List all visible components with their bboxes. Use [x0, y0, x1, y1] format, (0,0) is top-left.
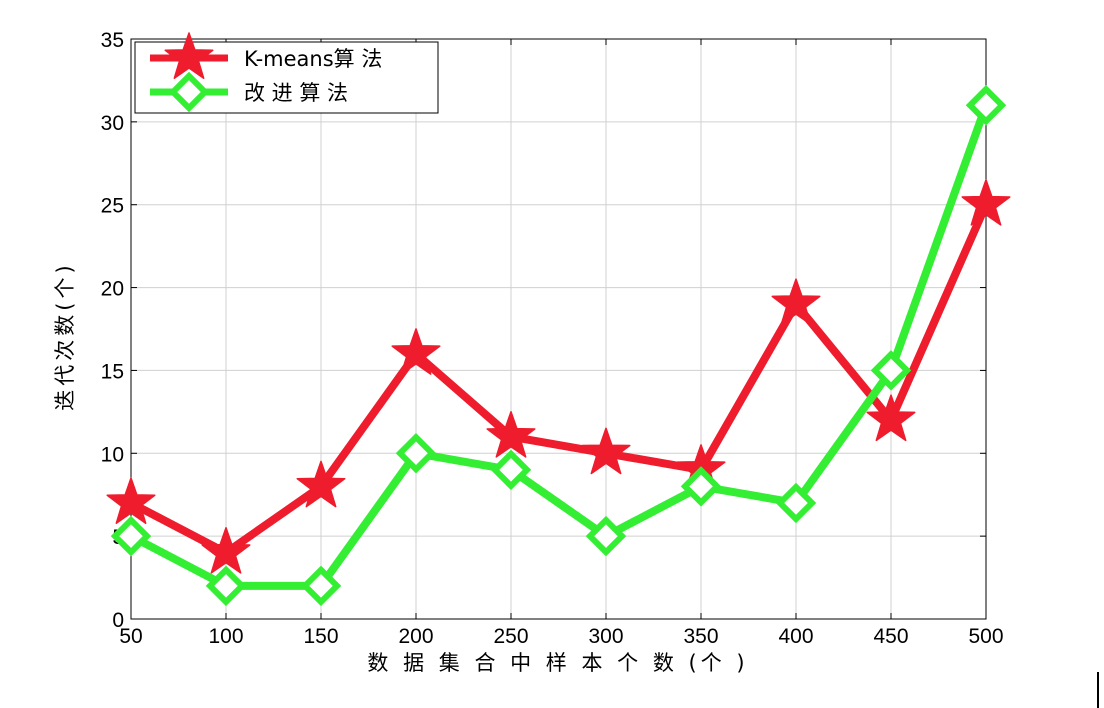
- x-tick-label: 300: [588, 625, 623, 648]
- legend-diamond-marker: [168, 71, 210, 113]
- data-point: [296, 460, 346, 508]
- data-point: [585, 515, 627, 557]
- data-point: [771, 278, 821, 326]
- legend-label-kmeans: K-means算 法: [244, 47, 382, 71]
- legend-marker-improved: [168, 71, 210, 113]
- x-tick-label: 500: [968, 625, 1003, 648]
- plot-frame: [130, 38, 987, 620]
- x-tick-label: 450: [873, 625, 908, 648]
- text-cursor: [1097, 672, 1099, 708]
- data-point: [961, 178, 1011, 226]
- legend-marker-kmeans: [164, 32, 214, 79]
- y-tick-label: 30: [101, 112, 124, 135]
- legend-star-marker: [164, 32, 214, 79]
- y-tick-label: 25: [101, 195, 124, 218]
- x-tick-label: 350: [683, 625, 718, 648]
- series-improved: [110, 85, 1007, 607]
- x-tick-label: 50: [119, 625, 142, 648]
- data-point: [106, 477, 156, 524]
- y-tick-label: 20: [101, 278, 124, 301]
- data-point: [680, 466, 722, 507]
- y-axis-title: 迭代次数(个): [53, 261, 77, 410]
- x-tick-label: 150: [303, 625, 338, 648]
- data-point: [866, 394, 916, 442]
- data-point: [205, 565, 247, 607]
- data-point: [490, 449, 532, 491]
- x-tick-label: 400: [778, 625, 813, 648]
- data-point: [391, 328, 441, 375]
- data-point: [110, 515, 152, 557]
- x-axis-title: 数 据 集 合 中 样 本 个 数 (个 ): [367, 651, 748, 675]
- data-point: [775, 482, 817, 524]
- legend: K-means算 法 改 进 算 法: [134, 32, 439, 114]
- data-point: [965, 85, 1007, 126]
- legend-label-improved: 改 进 算 法: [244, 81, 348, 105]
- data-point: [300, 565, 342, 607]
- y-tick-label: 15: [101, 360, 124, 383]
- y-tick-label: 0: [112, 609, 124, 632]
- x-tick-label: 250: [493, 625, 528, 648]
- series-line: [127, 101, 990, 590]
- x-tick-label: 200: [398, 625, 433, 648]
- x-tick-label: 100: [208, 625, 243, 648]
- y-tick-label: 10: [101, 443, 124, 466]
- data-point: [581, 427, 631, 475]
- series-kmeans: [106, 178, 1011, 574]
- axis-ticks: 5010015020025030035040045050005101520253…: [101, 29, 1004, 648]
- data-point: [395, 433, 437, 474]
- grid: [131, 39, 986, 619]
- series-line: [127, 200, 990, 557]
- y-tick-label: 35: [101, 29, 124, 52]
- data-point: [870, 350, 912, 391]
- data-point: [201, 526, 251, 574]
- series-lines: [106, 85, 1011, 607]
- data-point: [486, 410, 536, 458]
